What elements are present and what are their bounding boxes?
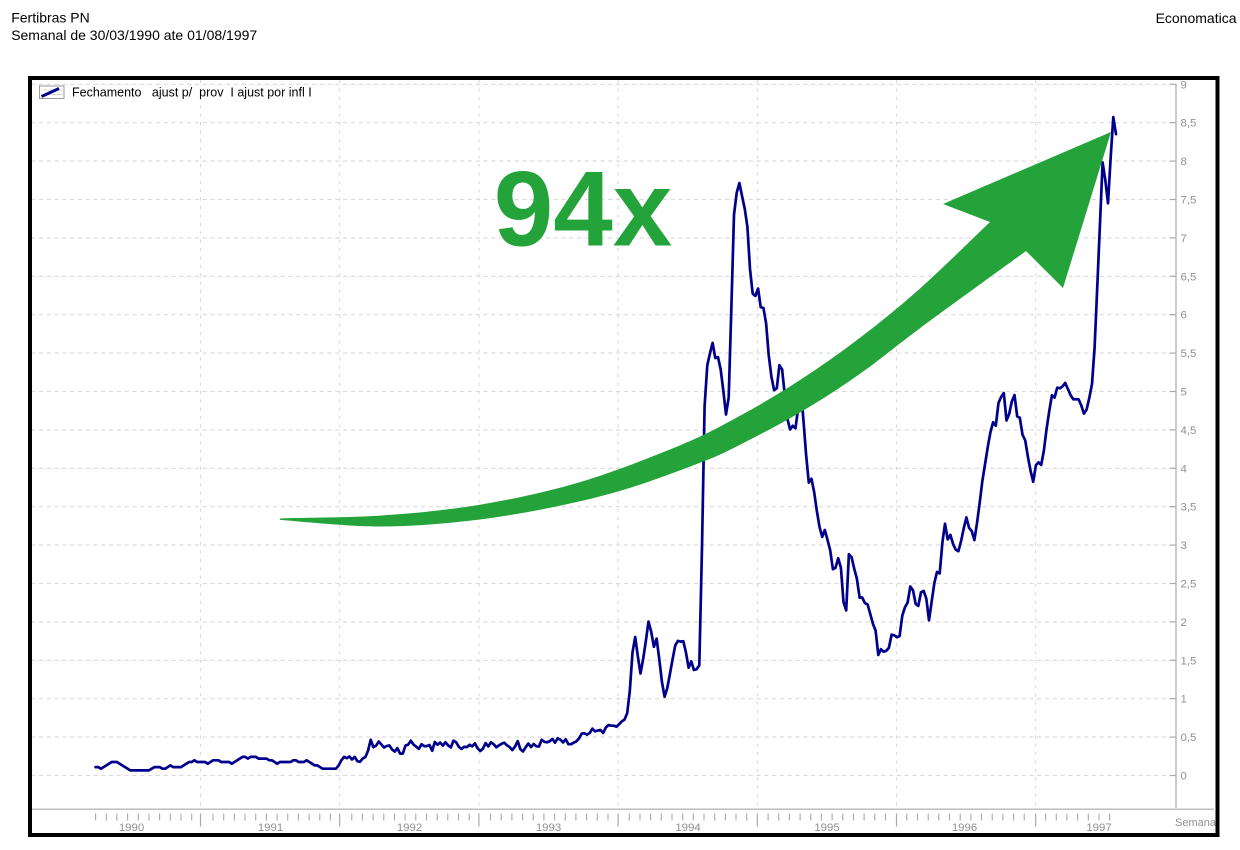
svg-text:1: 1	[1181, 694, 1187, 706]
svg-text:Semanal de 30/03/1990 ate 01/0: Semanal de 30/03/1990 ate 01/08/1997	[11, 27, 257, 43]
svg-text:0,5: 0,5	[1181, 732, 1197, 744]
svg-text:2: 2	[1181, 617, 1187, 629]
svg-text:Semana: Semana	[1175, 817, 1217, 829]
svg-text:94x: 94x	[494, 149, 673, 269]
svg-text:3: 3	[1181, 540, 1187, 552]
svg-text:7: 7	[1181, 233, 1187, 245]
svg-text:3,5: 3,5	[1181, 502, 1197, 514]
svg-text:2,5: 2,5	[1181, 579, 1197, 591]
svg-text:1994: 1994	[675, 822, 700, 834]
svg-text:1992: 1992	[397, 822, 422, 834]
svg-text:1993: 1993	[536, 822, 561, 834]
svg-text:1991: 1991	[258, 822, 283, 834]
svg-text:8,5: 8,5	[1181, 118, 1197, 130]
svg-text:5: 5	[1181, 387, 1187, 399]
svg-text:Economatica: Economatica	[1156, 10, 1237, 26]
svg-text:1997: 1997	[1086, 822, 1111, 834]
svg-text:1995: 1995	[814, 822, 839, 834]
svg-text:4,5: 4,5	[1181, 425, 1197, 437]
svg-text:6,5: 6,5	[1181, 271, 1197, 283]
svg-text:5,5: 5,5	[1181, 348, 1197, 360]
svg-text:7,5: 7,5	[1181, 195, 1197, 207]
svg-text:6: 6	[1181, 310, 1187, 322]
svg-text:1,5: 1,5	[1181, 655, 1197, 667]
svg-text:8: 8	[1181, 156, 1187, 168]
svg-text:Fechamento ajust p/ prov I: Fechamento ajust p/ prov I ajust por inf…	[72, 86, 312, 100]
svg-text:1996: 1996	[952, 822, 977, 834]
svg-text:0: 0	[1181, 771, 1187, 783]
svg-text:1990: 1990	[119, 822, 144, 834]
svg-text:Fertibras PN: Fertibras PN	[11, 9, 90, 25]
svg-text:9: 9	[1181, 79, 1187, 91]
svg-text:4: 4	[1181, 463, 1187, 475]
